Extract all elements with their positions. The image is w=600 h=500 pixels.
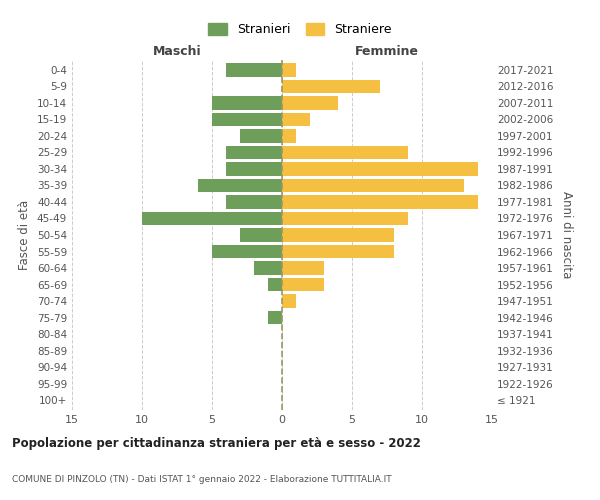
Bar (282, 262, 324, 274)
Bar (282, 278, 324, 291)
Bar (282, 130, 296, 142)
Text: COMUNE DI PINZOLO (TN) - Dati ISTAT 1° gennaio 2022 - Elaborazione TUTTITALIA.IT: COMUNE DI PINZOLO (TN) - Dati ISTAT 1° g… (12, 476, 392, 484)
Bar (282, 228, 394, 241)
Bar (212, 113, 282, 126)
Bar (226, 64, 282, 76)
Text: Popolazione per cittadinanza straniera per età e sesso - 2022: Popolazione per cittadinanza straniera p… (12, 438, 421, 450)
Bar (282, 196, 478, 208)
Bar (212, 96, 282, 110)
Bar (282, 146, 408, 159)
Bar (282, 64, 296, 76)
Bar (198, 179, 282, 192)
Bar (268, 278, 282, 291)
Bar (282, 294, 296, 308)
Y-axis label: Anni di nascita: Anni di nascita (560, 192, 573, 278)
Bar (226, 162, 282, 175)
Text: Maschi: Maschi (152, 46, 202, 59)
Bar (282, 96, 338, 110)
Bar (254, 262, 282, 274)
Bar (282, 113, 310, 126)
Bar (282, 162, 478, 175)
Bar (240, 228, 282, 241)
Bar (282, 80, 380, 93)
Bar (226, 196, 282, 208)
Bar (226, 146, 282, 159)
Bar (240, 130, 282, 142)
Bar (282, 245, 394, 258)
Bar (282, 212, 408, 225)
Bar (282, 179, 464, 192)
Bar (142, 212, 282, 225)
Text: Femmine: Femmine (355, 46, 419, 59)
Bar (268, 311, 282, 324)
Y-axis label: Fasce di età: Fasce di età (19, 200, 31, 270)
Bar (212, 245, 282, 258)
Legend: Stranieri, Straniere: Stranieri, Straniere (205, 18, 395, 40)
